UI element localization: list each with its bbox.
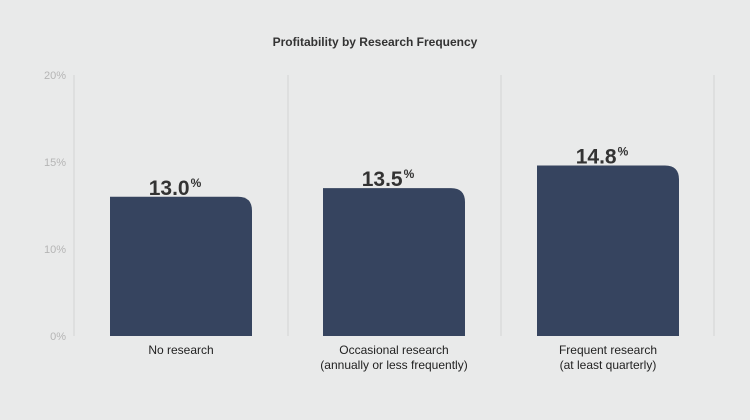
x-category-label: Occasional research: [339, 343, 448, 357]
bar: [537, 165, 679, 336]
x-category-label: Frequent research: [559, 343, 657, 357]
x-category-label: (annually or less frequently): [320, 358, 467, 372]
y-tick-label: 20%: [44, 70, 66, 82]
bar: [110, 196, 252, 336]
data-label: 13.0%: [149, 176, 202, 200]
y-tick-label: 15%: [44, 157, 66, 169]
chart-title: Profitability by Research Frequency: [272, 35, 478, 49]
y-tick-label: 10%: [44, 244, 66, 256]
bar: [323, 188, 465, 336]
data-label: 13.5%: [362, 167, 415, 191]
x-category-label: No research: [148, 343, 213, 357]
data-label: 14.8%: [576, 144, 629, 168]
y-tick-label: 0%: [50, 331, 66, 343]
x-category-label: (at least quarterly): [560, 358, 657, 372]
